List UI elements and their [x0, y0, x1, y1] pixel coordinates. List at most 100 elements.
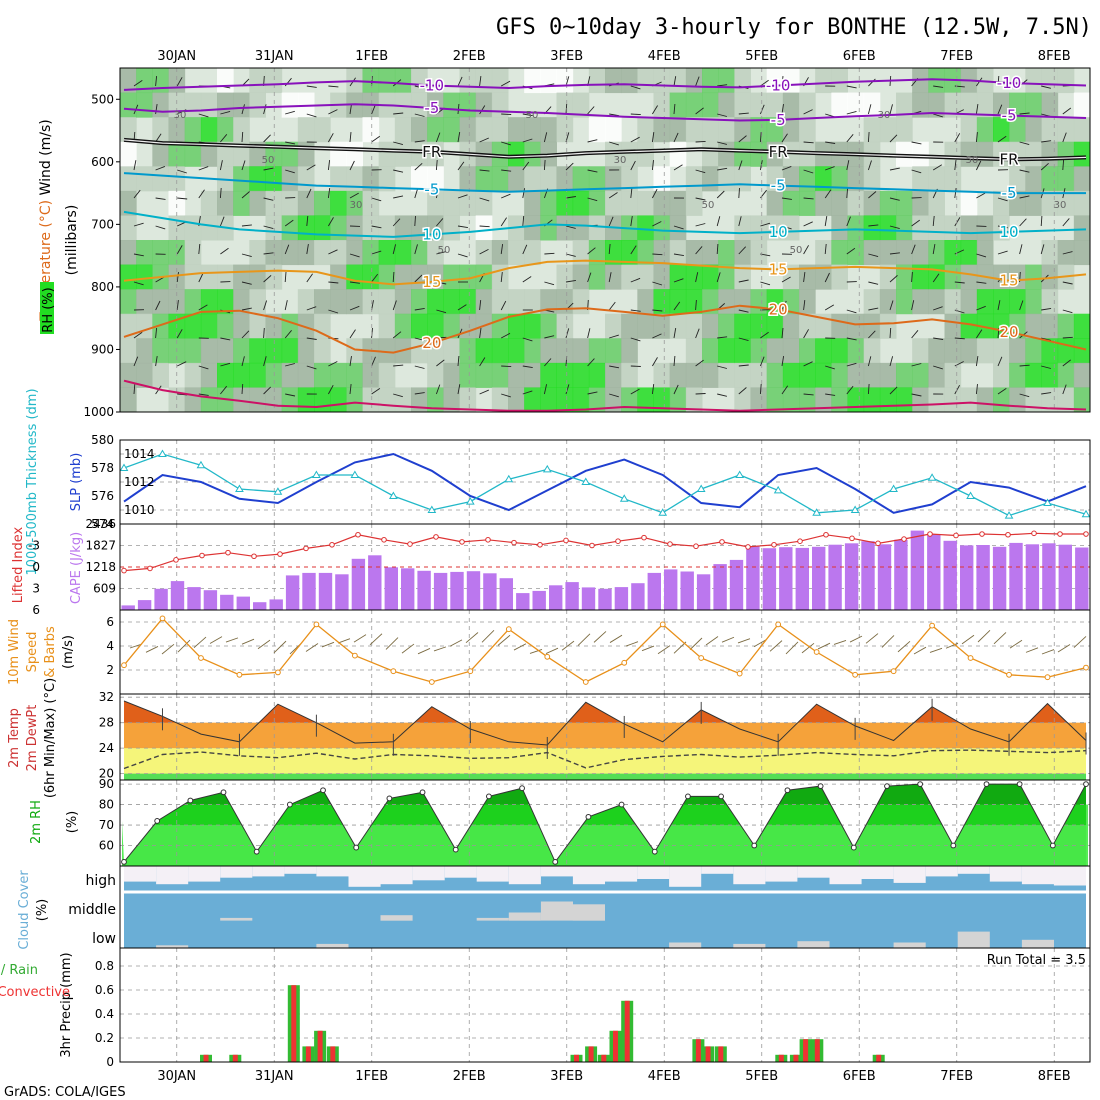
wind-barb [393, 393, 403, 398]
rh-cell [330, 166, 347, 192]
wind-barb [219, 216, 225, 227]
wind-barb [1057, 644, 1071, 653]
precip-convective-bar [317, 1030, 323, 1062]
wind-barb [449, 639, 463, 647]
rh-cell [750, 215, 768, 241]
thickness-marker [542, 464, 552, 473]
top-date-3FEB: 3FEB [550, 49, 583, 64]
rh-cell [1025, 289, 1042, 315]
rh-cell [766, 338, 784, 364]
rh-cell [297, 313, 315, 339]
wind-barb [220, 134, 228, 143]
rh2m-unit: (%) [65, 811, 80, 834]
cape-bar [1042, 543, 1056, 610]
precip-convective-bar [574, 1054, 579, 1062]
rh-marker [253, 848, 260, 855]
wind-barb [865, 633, 879, 644]
cloud-middle-bar [540, 901, 573, 921]
rh-cell [475, 68, 493, 94]
wind-barb [133, 160, 137, 171]
rh-cell [184, 387, 202, 413]
rh-cell [152, 289, 169, 315]
cape-bar [516, 593, 530, 610]
rh-cell [491, 338, 509, 364]
li-marker [173, 557, 179, 563]
rh-cell [588, 117, 606, 143]
wind-barb [997, 75, 1000, 87]
wind-speed-marker [313, 621, 320, 628]
wind-barb [846, 362, 857, 367]
rh-cell [1009, 362, 1026, 388]
rh-cell [346, 338, 363, 364]
li-marker [407, 541, 413, 547]
wind-barb [846, 247, 856, 255]
wind-barb [198, 393, 209, 396]
wind-barb [716, 190, 725, 199]
SLP-line [123, 452, 1087, 514]
cape-bar [795, 547, 809, 610]
rh-cell [750, 92, 768, 118]
rh-line [123, 783, 1087, 863]
rh-cell [960, 240, 978, 266]
rh-cell [976, 240, 994, 266]
thickness-marker [812, 508, 822, 516]
contour-line [123, 379, 1087, 412]
wind-barb [155, 225, 166, 230]
rh-cell [718, 68, 735, 94]
wind-barb [889, 252, 900, 255]
wind-barb [371, 135, 381, 143]
rh-cell [718, 338, 735, 364]
wind-barb [544, 252, 555, 255]
rh-cell [1009, 264, 1026, 290]
rh-cell [863, 117, 881, 143]
wind-barb [385, 637, 399, 650]
rh-cell [718, 141, 735, 167]
rh-cell [281, 166, 299, 192]
top-date-31JAN: 31JAN [255, 49, 294, 64]
precip-convective-bar [588, 1046, 594, 1062]
wind-barb [911, 244, 916, 255]
cape-bar [1009, 542, 1023, 610]
wind-barb [353, 634, 367, 643]
wind-barb [129, 643, 143, 649]
li-marker [563, 537, 569, 544]
wind-barb [781, 327, 784, 339]
rh-cell [459, 92, 477, 118]
wind-barb [393, 169, 404, 173]
thickness-marker [966, 491, 975, 499]
rh-cell [588, 264, 606, 290]
rh-cell [637, 387, 654, 413]
wind-barb [241, 131, 244, 143]
rh-cell [799, 289, 816, 315]
wind-barb [198, 113, 209, 118]
rh-cell [896, 92, 913, 118]
wind-barb [954, 133, 961, 143]
wind-barb [198, 166, 209, 171]
rh-cell [297, 141, 315, 167]
rh-cell [669, 264, 687, 290]
wind-barb [867, 104, 872, 115]
wind-barb [133, 383, 136, 395]
rh-marker [452, 846, 459, 853]
wind-barb [393, 195, 404, 199]
temp-ylabel: 2m Temp [7, 708, 22, 768]
rh-label: 50 [790, 245, 803, 256]
cloud-low-bar [316, 943, 349, 948]
wind-barb [587, 169, 598, 173]
cape-bar [351, 558, 366, 610]
rh-cell [378, 215, 396, 241]
rh-cell [960, 92, 978, 118]
rh-cell [782, 338, 800, 364]
precip-tick: 0.4 [95, 1007, 114, 1021]
wind-barb [817, 642, 831, 650]
thickness-ylabel: 1000-500mb Thickness (dm) [25, 388, 40, 575]
rh-cell [944, 387, 962, 413]
wind-barb [436, 218, 444, 227]
rh-cell [1009, 338, 1026, 364]
rh-cell [394, 141, 412, 167]
rh-cell [249, 362, 266, 388]
rh-cell [540, 362, 557, 388]
rh-cell [588, 338, 606, 364]
li-marker [745, 544, 751, 550]
thickness-marker [119, 463, 129, 471]
